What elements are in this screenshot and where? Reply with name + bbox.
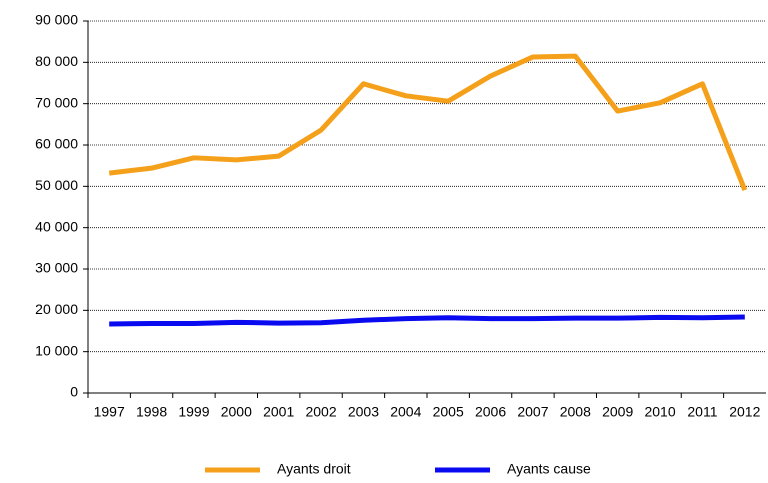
legend-label: Ayants droit bbox=[277, 461, 351, 477]
series-line bbox=[108, 53, 748, 191]
y-tick-label: 30 000 bbox=[35, 260, 78, 276]
x-tick-label: 2002 bbox=[305, 404, 336, 420]
y-tick-label: 20 000 bbox=[35, 301, 78, 317]
x-tick-label: 1997 bbox=[94, 404, 125, 420]
legend-label: Ayants cause bbox=[507, 461, 591, 477]
x-tick-label: 2006 bbox=[475, 404, 506, 420]
x-tick-label: 2005 bbox=[433, 404, 464, 420]
y-tick-label: 60 000 bbox=[35, 136, 78, 152]
x-tick-label: 1998 bbox=[136, 404, 167, 420]
x-tick-label: 2000 bbox=[221, 404, 252, 420]
x-tick-label: 2010 bbox=[644, 404, 675, 420]
x-tick-label: 2003 bbox=[348, 404, 379, 420]
y-tick-label: 0 bbox=[70, 384, 78, 400]
x-tick-label: 2011 bbox=[687, 404, 717, 420]
y-tick-label: 40 000 bbox=[35, 218, 78, 234]
x-tick-label: 2008 bbox=[560, 404, 591, 420]
x-tick-label: 2001 bbox=[263, 404, 294, 420]
y-tick-label: 70 000 bbox=[35, 94, 78, 110]
series-line bbox=[109, 314, 745, 327]
y-tick-label: 10 000 bbox=[35, 342, 78, 358]
x-tick-label: 2012 bbox=[729, 404, 760, 420]
x-tick-label: 2009 bbox=[602, 404, 633, 420]
y-tick-label: 80 000 bbox=[35, 53, 78, 69]
y-tick-label: 90 000 bbox=[35, 12, 78, 28]
x-tick-label: 2004 bbox=[390, 404, 421, 420]
x-tick-label: 1999 bbox=[178, 404, 209, 420]
y-tick-label: 50 000 bbox=[35, 177, 78, 193]
x-tick-label: 2007 bbox=[517, 404, 548, 420]
